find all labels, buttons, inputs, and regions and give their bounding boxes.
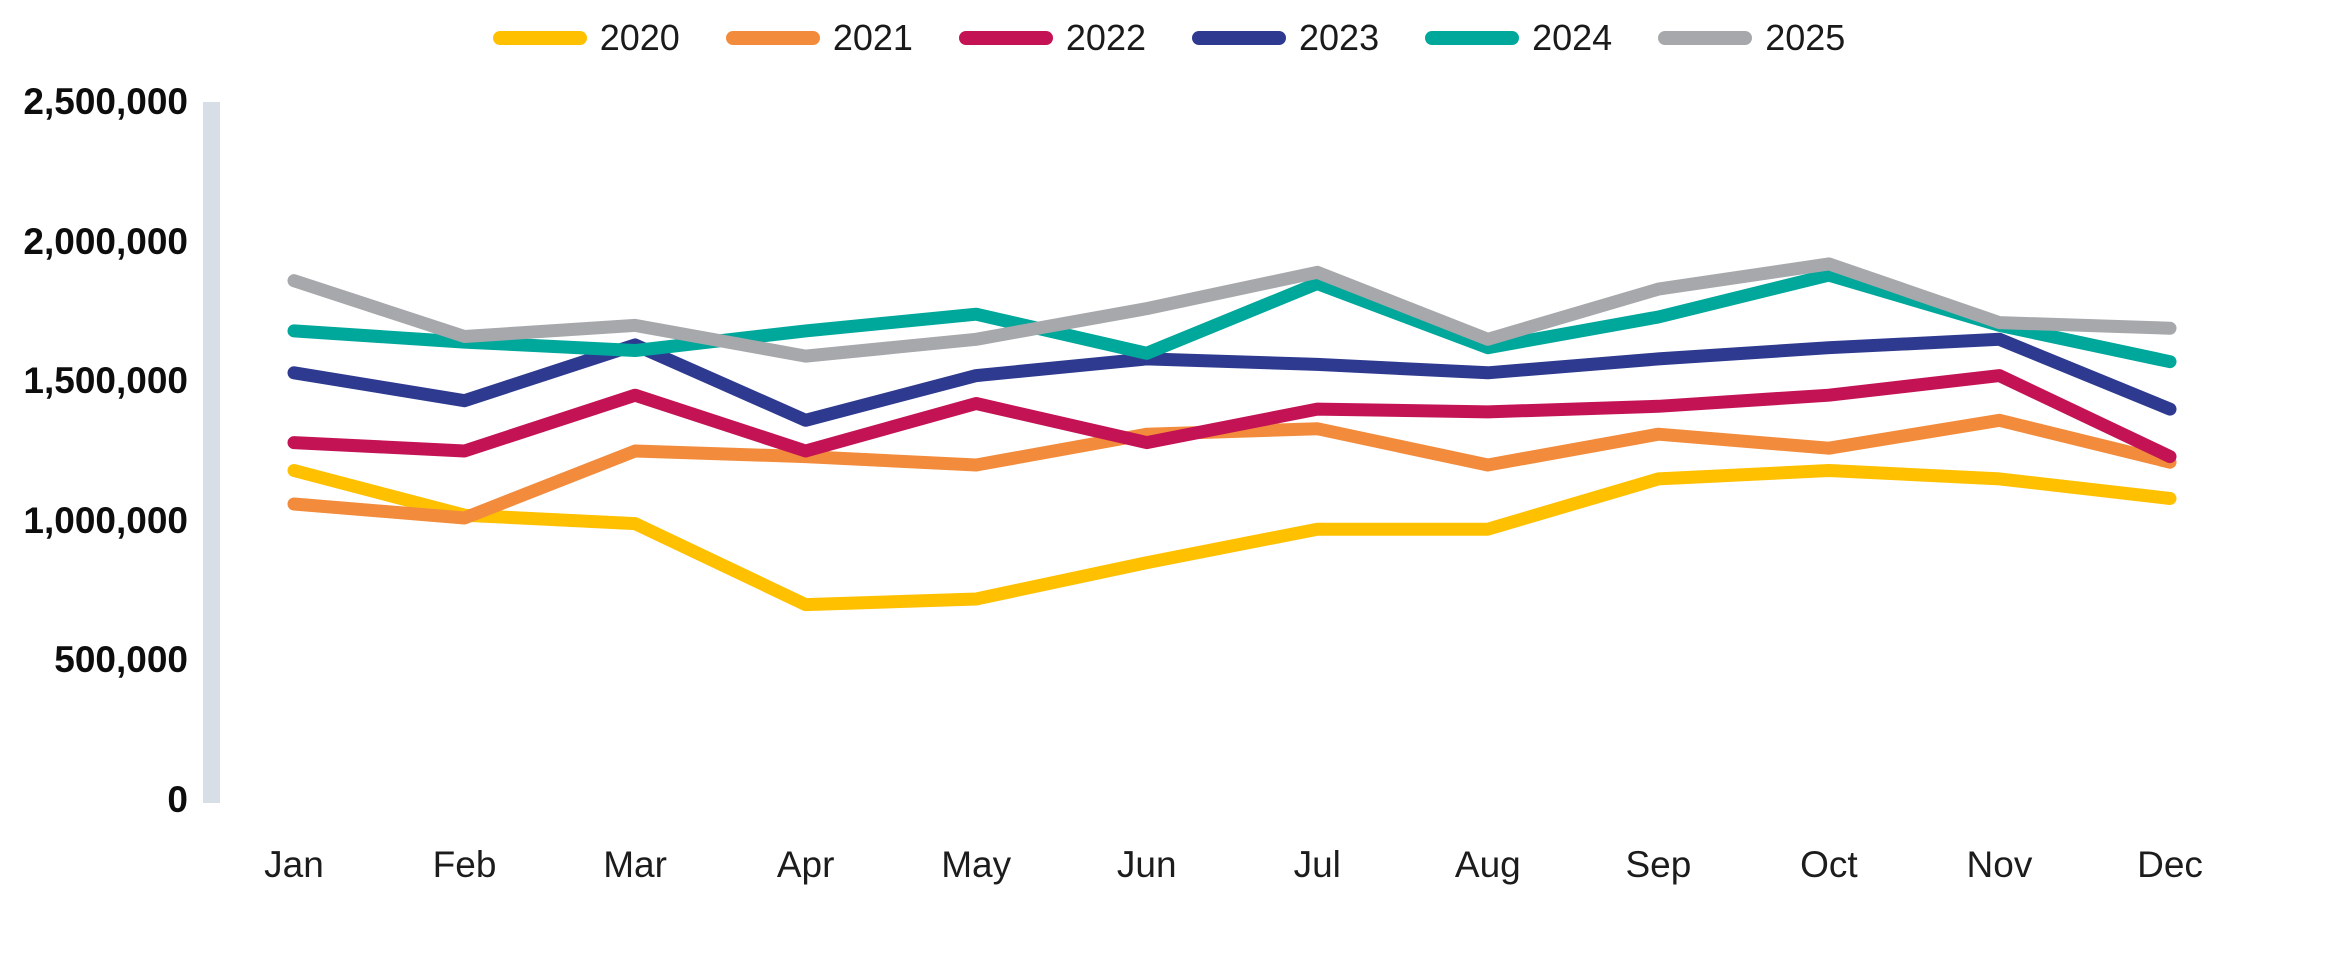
legend-label: 2023	[1299, 17, 1380, 58]
legend-item-2025[interactable]: 2025	[1658, 20, 1845, 56]
legend-label: 2020	[599, 17, 680, 58]
legend-swatch	[1425, 31, 1520, 45]
y-axis-bar	[203, 102, 220, 803]
legend-item-2024[interactable]: 2024	[1425, 20, 1612, 56]
series-line-2020[interactable]	[287, 464, 2177, 612]
legend-item-2020[interactable]: 2020	[492, 17, 680, 58]
legend-swatch	[492, 31, 587, 45]
series-line-2022[interactable]	[287, 369, 2177, 464]
series-line-2024[interactable]	[287, 268, 2177, 369]
legend-label: 2021	[832, 17, 913, 58]
legend-label: 2024	[1532, 17, 1613, 58]
legend-label: 2022	[1065, 17, 1146, 58]
legend-swatch	[725, 31, 820, 45]
chart-legend: 2020 2021 2022 2023 2024 2025	[0, 20, 2338, 56]
legend-item-2022[interactable]: 2022	[958, 17, 1146, 58]
legend-swatch	[1658, 31, 1753, 45]
legend-swatch	[1192, 31, 1286, 45]
legend-item-2021[interactable]: 2021	[725, 17, 913, 58]
legend-swatch	[958, 31, 1053, 45]
legend-item-2023[interactable]: 2023	[1192, 20, 1379, 56]
legend-label: 2025	[1765, 17, 1846, 58]
series-line-2025[interactable]	[287, 257, 2177, 363]
